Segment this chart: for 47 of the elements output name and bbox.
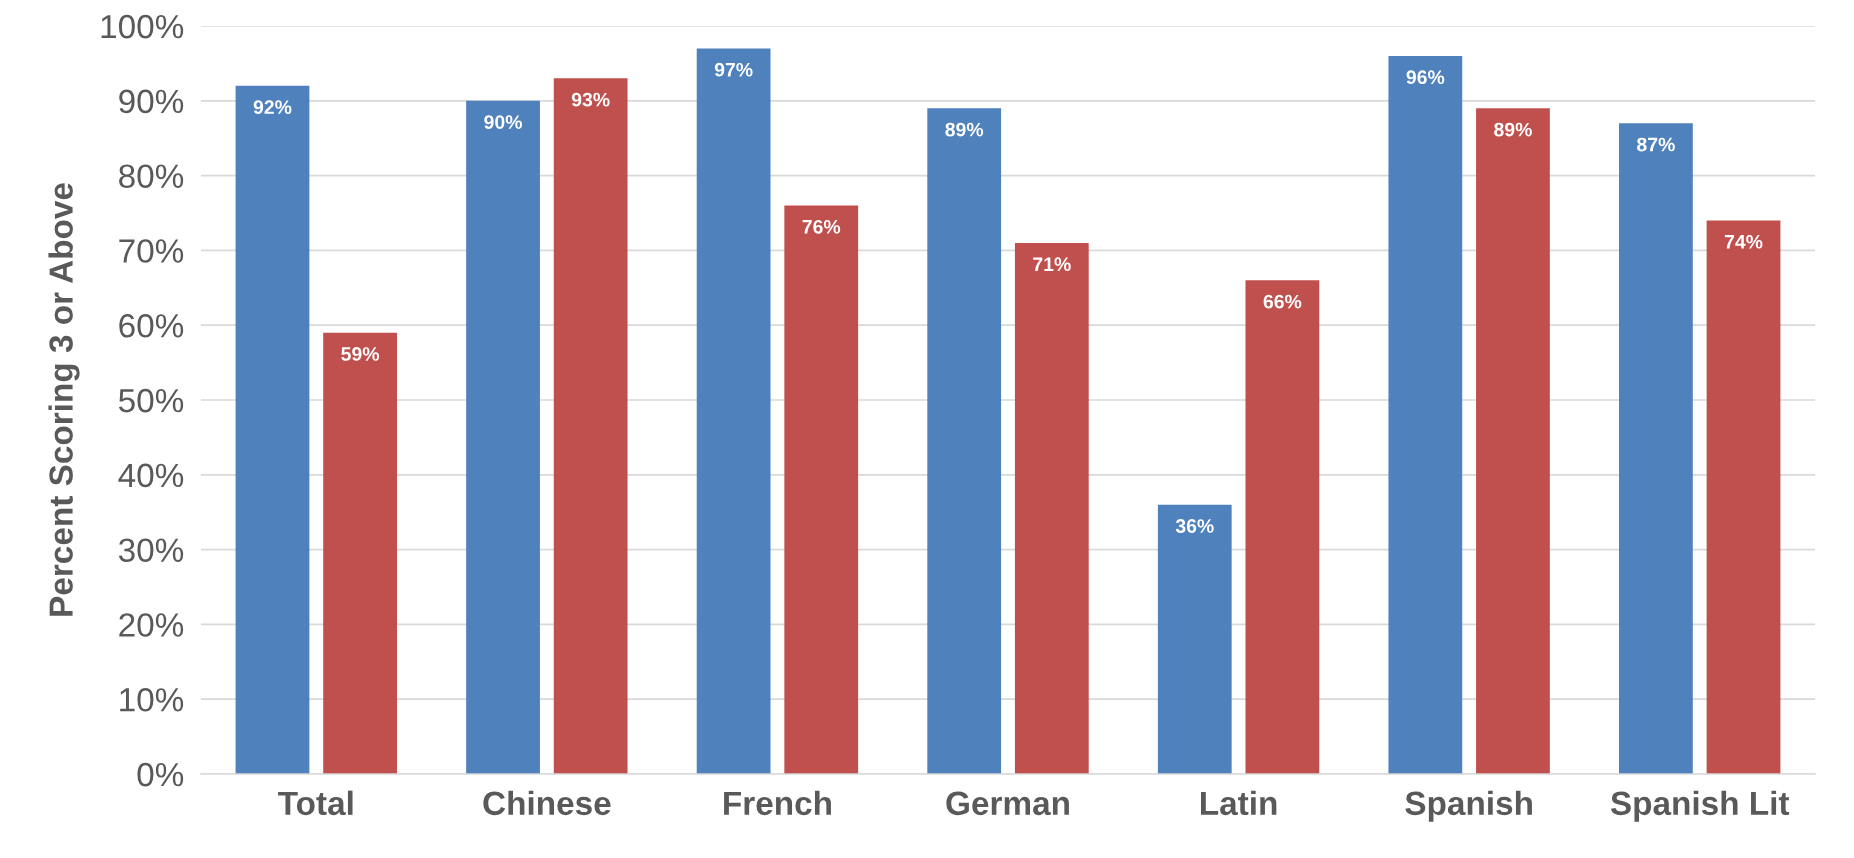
y-tick-label: 100% <box>101 14 184 39</box>
data-label: 92% <box>253 100 292 115</box>
x-tick-label: Total <box>278 790 353 816</box>
bar <box>1245 280 1320 774</box>
bar <box>323 332 397 774</box>
x-tick-label: French <box>724 790 831 816</box>
data-label: 97% <box>714 62 753 77</box>
bar <box>553 78 628 774</box>
bar <box>235 85 310 774</box>
y-tick-label: 90% <box>119 89 184 114</box>
bar <box>1014 242 1089 774</box>
data-label: 71% <box>1033 257 1071 272</box>
y-tick-label: 70% <box>119 239 184 263</box>
bar <box>1706 220 1781 774</box>
data-label: 89% <box>945 122 984 137</box>
bar <box>1619 123 1693 774</box>
data-label: 59% <box>341 347 380 361</box>
data-label: 36% <box>1175 519 1214 533</box>
bar <box>784 205 859 774</box>
y-tick-label: 10% <box>120 688 184 712</box>
y-tick-label: 0% <box>137 762 184 787</box>
x-tick-label: Spanish <box>1405 790 1532 822</box>
data-label: 76% <box>802 219 841 234</box>
bar <box>696 48 771 774</box>
x-tick-label: Latin <box>1200 790 1277 816</box>
y-tick-label: 20% <box>119 613 184 637</box>
bar <box>1476 108 1550 774</box>
data-label: 93% <box>571 92 610 107</box>
y-tick-label: 50% <box>118 388 184 413</box>
data-label: 87% <box>1637 137 1675 152</box>
y-tick-label: 80% <box>119 164 184 189</box>
x-tick-label: Chinese <box>483 790 611 816</box>
x-tick-label: Spanish Lit <box>1610 790 1790 822</box>
y-axis-title: Percent Scoring 3 or Above <box>48 183 80 616</box>
x-tick-label: German <box>946 791 1069 816</box>
y-tick-label: 30% <box>118 538 184 563</box>
bar <box>1388 55 1463 774</box>
data-label: 66% <box>1263 294 1302 309</box>
data-label: 90% <box>484 115 522 129</box>
data-label: 96% <box>1406 70 1445 85</box>
bar <box>927 108 1002 774</box>
data-label: 74% <box>1724 234 1763 249</box>
data-label: 89% <box>1494 122 1532 137</box>
y-tick-label: 60% <box>119 314 184 338</box>
y-tick-label: 40% <box>118 463 184 488</box>
bar <box>1157 504 1232 774</box>
bar <box>466 100 540 774</box>
